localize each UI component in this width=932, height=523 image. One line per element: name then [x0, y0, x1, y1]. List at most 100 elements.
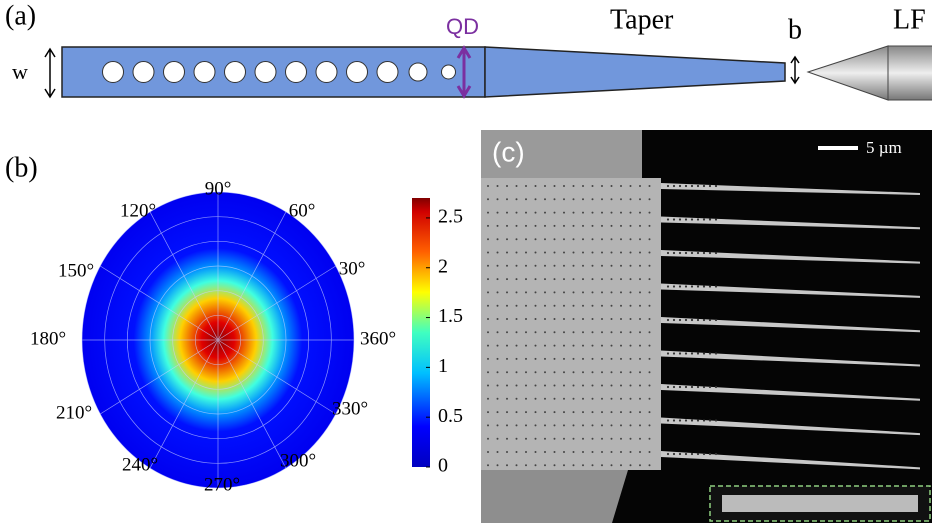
membrane-hole — [582, 318, 584, 320]
membrane-hole — [563, 185, 565, 187]
membrane-hole — [592, 345, 594, 347]
membrane-hole — [639, 331, 641, 333]
hole — [316, 62, 337, 83]
hole — [703, 419, 705, 421]
angle-label: 180° — [30, 328, 66, 349]
membrane-hole — [639, 238, 641, 240]
membrane-hole — [506, 451, 508, 453]
hole — [709, 319, 711, 321]
membrane-hole — [630, 305, 632, 307]
membrane-hole — [563, 278, 565, 280]
membrane-hole — [563, 385, 565, 387]
membrane-hole — [516, 345, 518, 347]
membrane-hole — [592, 424, 594, 426]
membrane-hole — [506, 464, 508, 466]
membrane-hole — [649, 345, 651, 347]
hole — [673, 386, 675, 388]
membrane-hole — [601, 225, 603, 227]
membrane-hole — [573, 411, 575, 413]
membrane-hole — [506, 291, 508, 293]
membrane-hole — [630, 265, 632, 267]
membrane-hole — [582, 291, 584, 293]
angle-label: 150° — [58, 260, 94, 281]
membrane-hole — [592, 305, 594, 307]
membrane-hole — [592, 398, 594, 400]
membrane-hole — [487, 371, 489, 373]
membrane-hole — [582, 411, 584, 413]
membrane-hole — [630, 411, 632, 413]
membrane-hole — [611, 424, 613, 426]
membrane-hole — [582, 278, 584, 280]
hole — [703, 386, 705, 388]
membrane-hole — [611, 278, 613, 280]
hole — [709, 218, 711, 220]
hole — [679, 285, 681, 287]
membrane-hole — [649, 252, 651, 254]
membrane-hole — [516, 238, 518, 240]
membrane-hole — [630, 198, 632, 200]
hole — [691, 386, 693, 388]
membrane-hole — [639, 291, 641, 293]
membrane-hole — [554, 238, 556, 240]
hole — [703, 218, 705, 220]
membrane-hole — [611, 451, 613, 453]
membrane-hole — [601, 318, 603, 320]
membrane-hole — [554, 451, 556, 453]
membrane-hole — [592, 385, 594, 387]
hole — [691, 185, 693, 187]
membrane-hole — [630, 331, 632, 333]
membrane-hole — [611, 385, 613, 387]
membrane-hole — [554, 185, 556, 187]
hole — [709, 185, 711, 187]
membrane-hole — [630, 385, 632, 387]
hole — [703, 285, 705, 287]
membrane-hole — [506, 411, 508, 413]
membrane-hole — [544, 185, 546, 187]
membrane-hole — [592, 265, 594, 267]
membrane — [481, 178, 661, 470]
membrane-hole — [554, 411, 556, 413]
membrane-hole — [630, 278, 632, 280]
membrane-hole — [516, 438, 518, 440]
membrane-hole — [582, 371, 584, 373]
membrane-hole — [554, 198, 556, 200]
hole — [703, 185, 705, 187]
b-arrow — [791, 57, 799, 83]
membrane-hole — [544, 198, 546, 200]
membrane-hole — [497, 451, 499, 453]
membrane-hole — [544, 451, 546, 453]
membrane-hole — [582, 398, 584, 400]
membrane-hole — [497, 305, 499, 307]
hole — [679, 386, 681, 388]
angle-label: 300° — [280, 450, 316, 471]
membrane-hole — [601, 185, 603, 187]
hole — [703, 352, 705, 354]
membrane-hole — [554, 438, 556, 440]
membrane-hole — [582, 424, 584, 426]
membrane-hole — [554, 265, 556, 267]
membrane-hole — [639, 438, 641, 440]
hole — [697, 252, 699, 254]
membrane-hole — [592, 198, 594, 200]
membrane-hole — [506, 318, 508, 320]
hole — [715, 319, 717, 321]
hole — [709, 285, 711, 287]
membrane-hole — [506, 424, 508, 426]
qd-label: QD — [446, 14, 479, 39]
hole — [691, 285, 693, 287]
angle-label: 240° — [122, 454, 158, 475]
colorbar-tick-label: 0 — [438, 455, 448, 477]
membrane-hole — [563, 464, 565, 466]
membrane-hole — [592, 225, 594, 227]
membrane-hole — [487, 358, 489, 360]
membrane-hole — [601, 305, 603, 307]
hole — [715, 419, 717, 421]
membrane-hole — [516, 252, 518, 254]
hole — [697, 285, 699, 287]
membrane-hole — [544, 411, 546, 413]
hole — [709, 419, 711, 421]
membrane-hole — [563, 438, 565, 440]
hole — [697, 419, 699, 421]
membrane-hole — [554, 371, 556, 373]
membrane-hole — [554, 278, 556, 280]
